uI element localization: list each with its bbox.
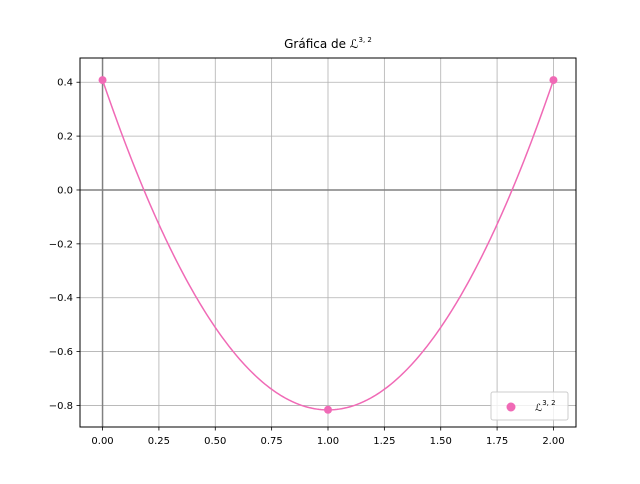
x-tick-label: 0.25	[148, 436, 170, 447]
chart-title-superscript: 3, 2	[359, 36, 372, 44]
data-point	[324, 405, 332, 414]
legend-superscript: 3, 2	[542, 399, 555, 407]
ticks-layer: 0.00 0.25 0.50 0.75 1.00 1.25 1.50 1.75 2.00 0.4 0…	[49, 78, 565, 447]
y-tick-label: −0.6	[49, 347, 73, 358]
legend-marker	[506, 402, 516, 412]
x-tick-label: 1.50	[430, 436, 452, 447]
data-point	[549, 76, 558, 85]
x-tick-label: 0.75	[261, 436, 283, 447]
chart-title-symbol: ℒ	[350, 37, 359, 51]
y-tick-label: −0.2	[49, 239, 73, 250]
y-tick-label: 0.4	[57, 78, 73, 89]
data-point	[98, 76, 107, 85]
y-tick-label: 0.0	[57, 185, 73, 196]
x-tick-label: 1.25	[373, 436, 395, 447]
x-tick-label: 2.00	[542, 436, 564, 447]
points-layer	[98, 76, 558, 414]
grid-layer	[80, 58, 576, 427]
x-tick-label: 0.00	[91, 436, 113, 447]
reference-lines	[80, 58, 576, 427]
legend-label: ℒ3, 2	[535, 399, 556, 414]
legend-box	[490, 391, 569, 421]
y-tick-label: −0.8	[49, 401, 73, 412]
chart-title-prefix: Gráfica de	[284, 37, 350, 51]
chart-title: Gráfica de ℒ3, 2	[284, 36, 372, 51]
x-tick-label: 1.00	[317, 436, 339, 447]
y-tick-label: 0.2	[57, 132, 73, 143]
x-tick-label: 1.75	[486, 436, 508, 447]
legend: ℒ3, 2	[490, 391, 569, 421]
legend-symbol: ℒ	[535, 403, 542, 414]
y-tick-label: −0.4	[49, 293, 73, 304]
x-tick-label: 0.50	[204, 436, 226, 447]
